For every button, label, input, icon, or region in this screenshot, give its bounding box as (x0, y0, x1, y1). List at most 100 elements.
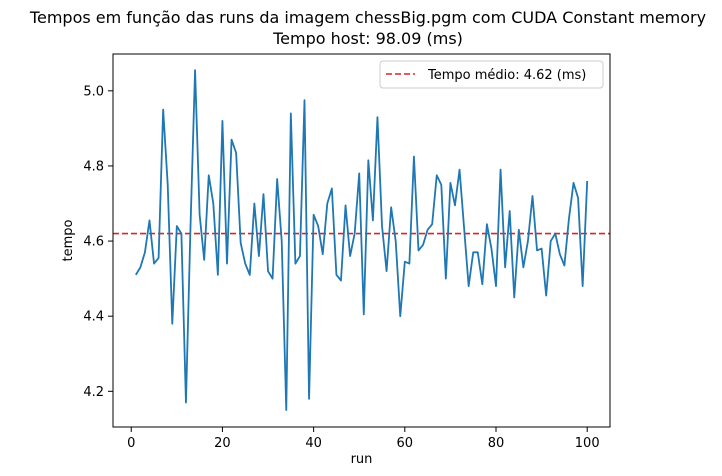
data-point (317, 225, 319, 227)
x-tick-label: 100 (575, 436, 600, 451)
data-point (222, 120, 224, 122)
data-point (468, 285, 470, 287)
data-point (185, 402, 187, 404)
data-point (295, 263, 297, 265)
data-point (545, 295, 547, 297)
data-point (208, 175, 210, 177)
data-point (140, 267, 142, 269)
legend-box (379, 60, 604, 89)
data-point (167, 184, 169, 186)
data-point (258, 255, 260, 257)
data-point (199, 214, 201, 216)
data-point (450, 182, 452, 184)
data-point (263, 193, 265, 195)
data-point (327, 203, 329, 205)
data-point (354, 233, 356, 235)
data-point (445, 278, 447, 280)
data-point (399, 315, 401, 317)
data-point (281, 240, 283, 242)
data-point (135, 274, 137, 276)
y-tick-label: 4.8 (83, 159, 104, 174)
data-point (527, 240, 529, 242)
y-tick-label: 4.4 (83, 310, 104, 325)
data-point (463, 227, 465, 229)
data-point (244, 263, 246, 265)
data-point (308, 398, 310, 400)
data-point (194, 69, 196, 71)
data-point (413, 156, 415, 158)
data-point (486, 223, 488, 225)
data-point (377, 116, 379, 118)
data-point (427, 229, 429, 231)
data-point (395, 240, 397, 242)
data-point (523, 267, 525, 269)
y-tick-label: 5.0 (83, 84, 104, 99)
data-point (381, 225, 383, 227)
data-point (550, 240, 552, 242)
data-point (477, 252, 479, 254)
data-point (536, 250, 538, 252)
x-tick-label: 20 (214, 436, 231, 451)
data-point (217, 274, 219, 276)
data-point (313, 214, 315, 216)
data-point (573, 182, 575, 184)
data-point (203, 259, 205, 261)
data-point (500, 169, 502, 171)
x-tick-label: 60 (397, 436, 414, 451)
data-point (231, 139, 233, 141)
data-point (272, 278, 274, 280)
data-point (358, 173, 360, 175)
series-line-tempo (135, 69, 589, 411)
data-point (504, 267, 506, 269)
data-point (149, 220, 151, 222)
data-point (459, 169, 461, 171)
data-point (345, 205, 347, 207)
data-point (176, 225, 178, 227)
data-point (513, 297, 515, 299)
x-tick-label: 0 (127, 436, 135, 451)
legend: Tempo médio: 4.62 (ms) (379, 60, 604, 89)
data-point (226, 263, 228, 265)
data-point (495, 285, 497, 287)
data-point (240, 242, 242, 244)
data-point (518, 229, 520, 231)
data-point (509, 210, 511, 212)
data-point (532, 195, 534, 197)
data-point (368, 160, 370, 162)
x-axis-label: run (351, 452, 373, 467)
data-point (171, 323, 173, 325)
data-point (586, 180, 588, 182)
data-point (331, 188, 333, 190)
data-point (431, 223, 433, 225)
data-point (418, 250, 420, 252)
data-point (190, 225, 192, 227)
data-point (541, 248, 543, 250)
data-point (144, 252, 146, 254)
data-point (304, 99, 306, 101)
data-point (422, 244, 424, 246)
plot-frame (112, 53, 611, 428)
data-point (340, 280, 342, 282)
data-point (235, 152, 237, 154)
data-point (299, 255, 301, 257)
data-point (267, 270, 269, 272)
y-tick-label: 4.6 (83, 235, 104, 250)
chart-title: Tempos em função das runs da imagem ches… (29, 8, 706, 27)
data-point (582, 285, 584, 287)
data-point (363, 314, 365, 316)
data-point (577, 197, 579, 199)
data-point (336, 274, 338, 276)
data-point (404, 261, 406, 263)
x-axis-ticks: 0 20 40 60 80 100 (127, 427, 600, 451)
data-point (153, 263, 155, 265)
data-point (436, 175, 438, 177)
data-point (276, 178, 278, 180)
data-point (390, 206, 392, 208)
data-point (559, 253, 561, 255)
x-tick-label: 40 (305, 436, 322, 451)
data-point (249, 274, 251, 276)
data-point (372, 220, 374, 222)
data-point (491, 248, 493, 250)
data-point (181, 233, 183, 235)
